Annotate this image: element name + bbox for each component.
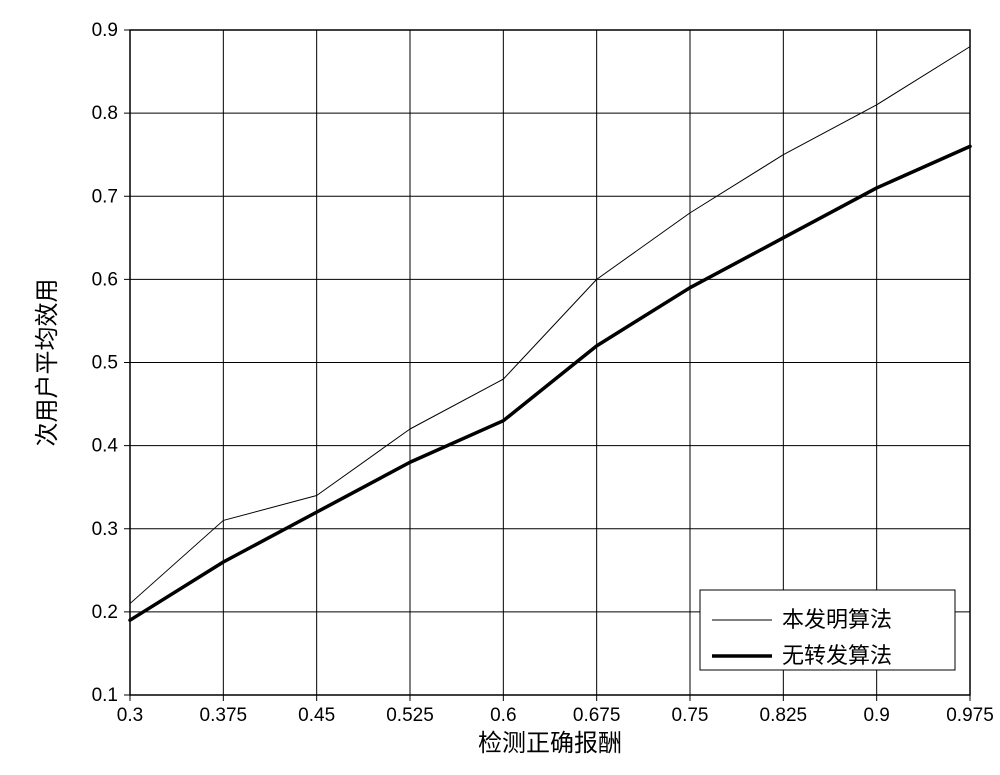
y-tick-label: 0.5 [92,353,118,374]
y-axis-label: 次用户平均效用 [34,279,61,447]
y-tick-label: 0.1 [92,685,118,706]
legend-label-0: 本发明算法 [782,607,892,632]
y-tick-label: 0.2 [92,602,118,623]
x-tick-label: 0.375 [200,705,248,726]
x-tick-label: 0.45 [298,705,335,726]
chart-container: 0.3 0.375 0.45 0.525 0.6 0.675 0.75 0.825 0.9 0.9… [0,0,1000,775]
y-tick-label: 0.9 [92,20,118,41]
line-chart: 0.3 0.375 0.45 0.525 0.6 0.675 0.75 0.825 0.9 0.9… [0,0,1000,775]
x-axis-label: 检测正确报酬 [478,730,622,757]
legend-label-1: 无转发算法 [782,643,892,668]
x-tick-label: 0.525 [386,705,434,726]
x-tick-label: 0.75 [672,705,709,726]
x-tick-label: 0.9 [863,705,889,726]
x-tick-label: 0.675 [573,705,621,726]
y-tick-label: 0.3 [92,519,118,540]
y-tick-label: 0.8 [92,103,118,124]
y-tick-label: 0.4 [92,436,119,457]
x-tick-label: 0.3 [117,705,143,726]
x-tick-label: 0.6 [490,705,516,726]
y-tick-label: 0.7 [92,186,118,207]
x-tick-label: 0.975 [946,705,994,726]
x-tick-label: 0.825 [760,705,808,726]
y-tick-label: 0.6 [92,269,118,290]
